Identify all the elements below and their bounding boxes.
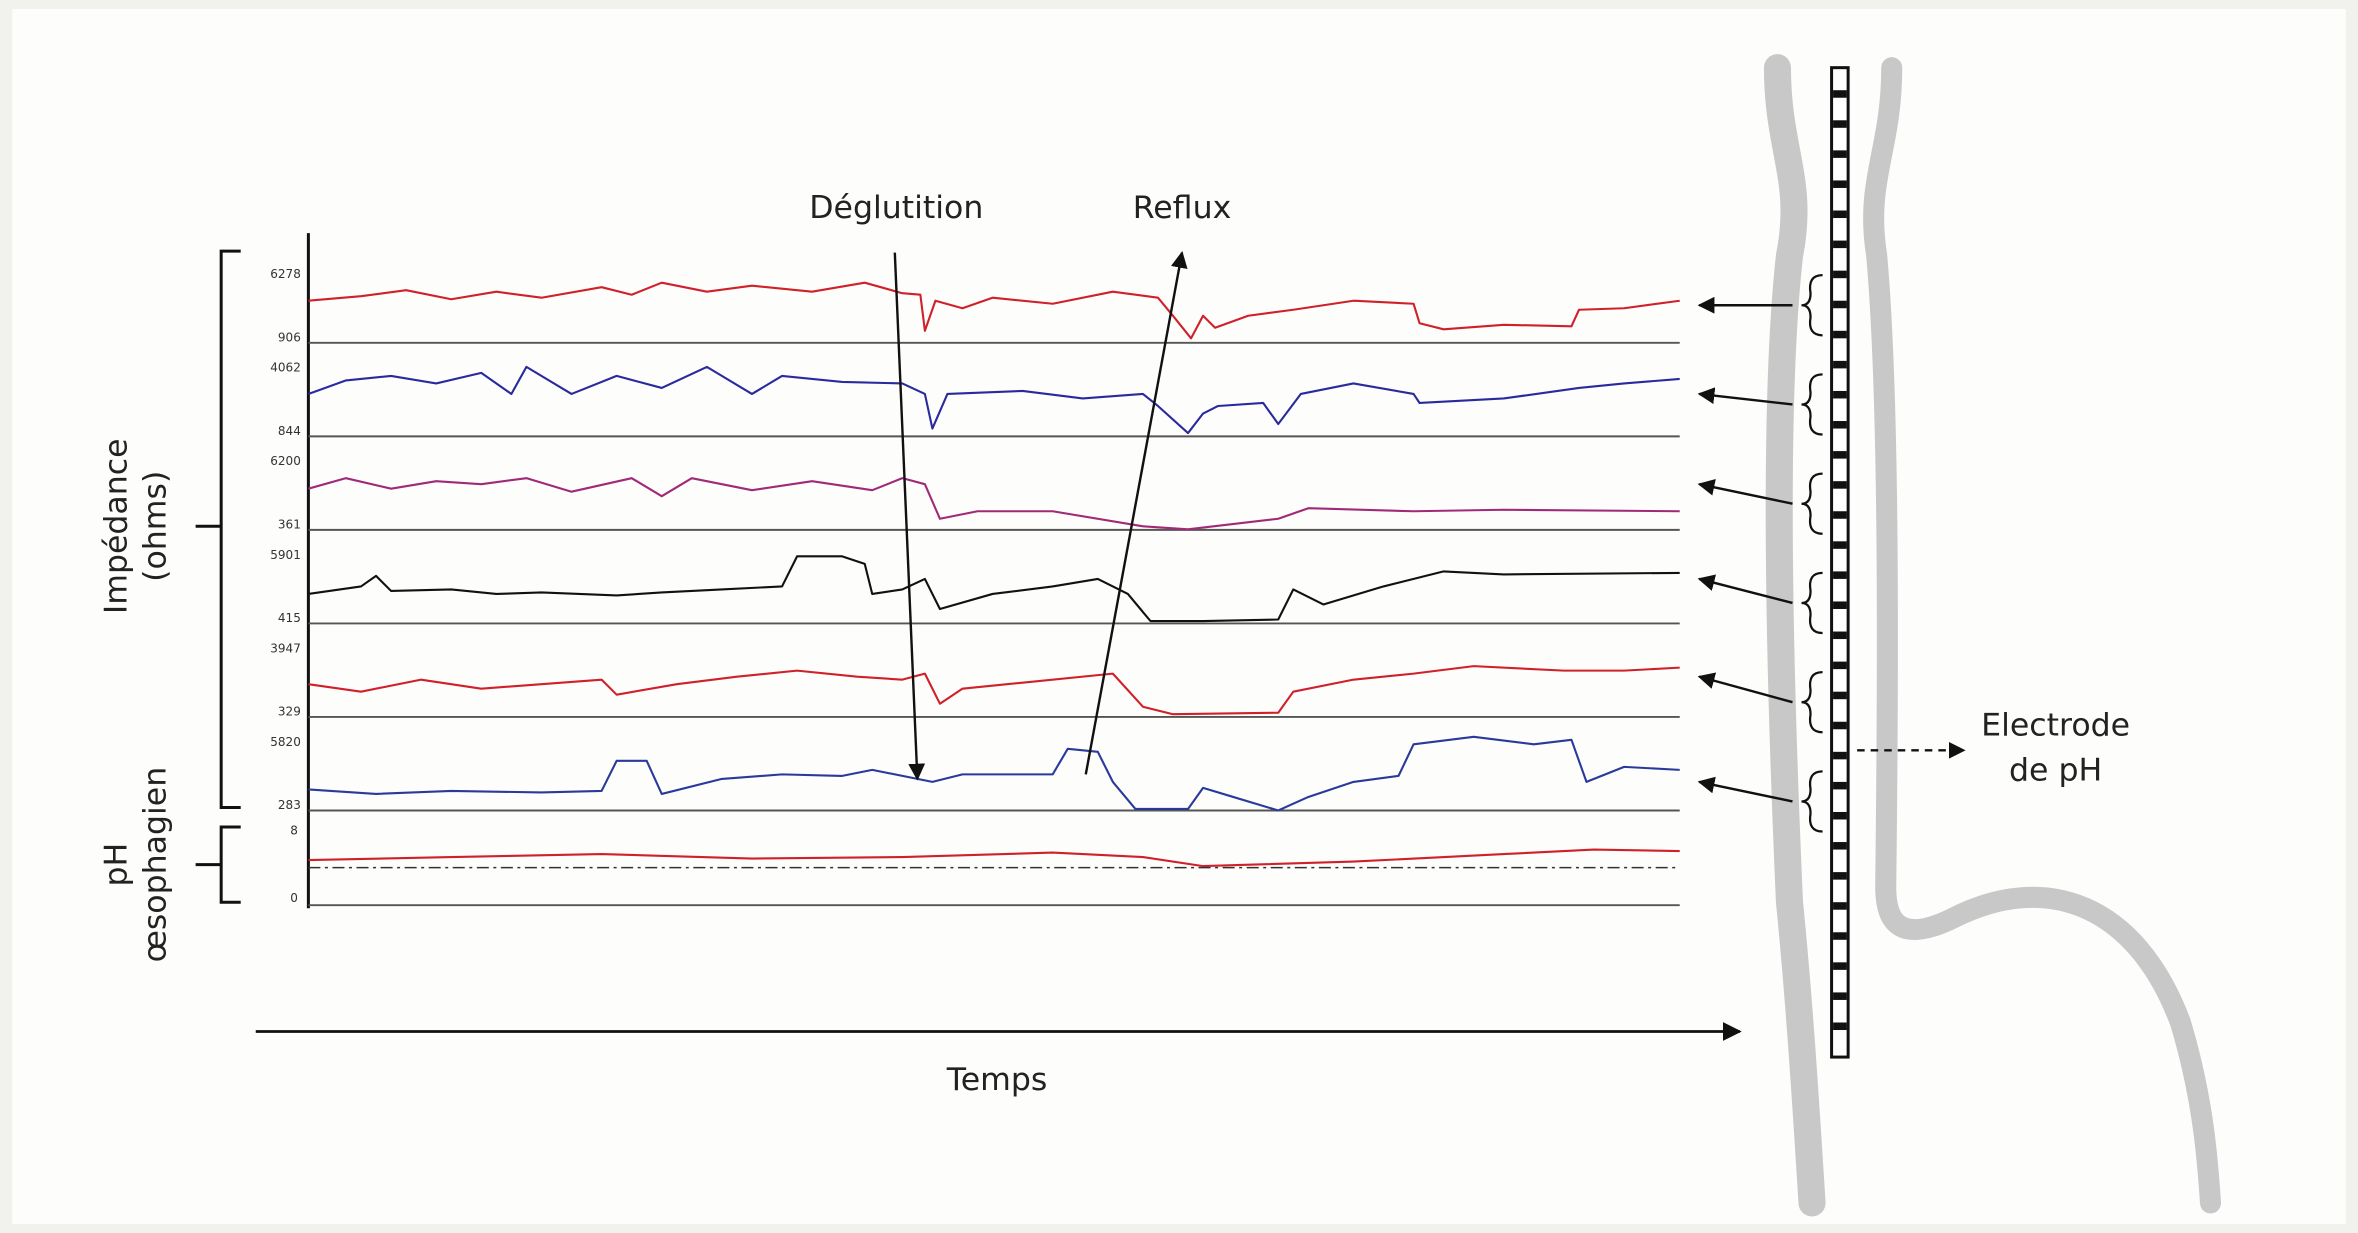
channel-arrow <box>1697 479 1793 505</box>
probe-ring <box>1833 631 1847 640</box>
probe-ring <box>1833 601 1847 609</box>
channel-max-label: 6278 <box>270 267 301 281</box>
reflux-arrow <box>1084 250 1188 775</box>
probe-ring <box>1833 811 1847 820</box>
probe-ring <box>1833 842 1847 850</box>
channel-min-label: 844 <box>278 424 301 438</box>
channel-min-label: 329 <box>278 704 301 718</box>
probe-ring <box>1833 872 1847 880</box>
ph-max-label: 8 <box>290 824 298 838</box>
probe <box>1830 66 1850 1059</box>
brace <box>1801 671 1823 734</box>
panel <box>12 9 2346 1224</box>
channel-min-label: 361 <box>278 517 301 531</box>
probe-ring <box>1833 330 1847 339</box>
electrode-label: Electrode <box>1981 707 2130 743</box>
probe-ring <box>1833 120 1847 128</box>
impedance-unit: (ohms) <box>138 471 174 582</box>
trace <box>308 665 1680 716</box>
ph-sub-label: œsophagien <box>138 767 174 963</box>
channel-arrows <box>1697 274 1823 833</box>
brace <box>1801 472 1823 535</box>
probe-ring <box>1833 150 1847 158</box>
channel-max-label: 6200 <box>270 454 301 468</box>
probe-ring <box>1833 691 1847 700</box>
probe-ring <box>1833 902 1847 910</box>
channel-arrow <box>1697 672 1793 704</box>
probe-ring <box>1833 270 1847 279</box>
deglutition-arrow <box>893 252 926 781</box>
probe-ring <box>1833 511 1847 519</box>
probe-rings <box>1833 90 1847 1031</box>
channel-max-label: 5901 <box>270 548 301 562</box>
brace <box>1801 274 1823 337</box>
probe-ring <box>1833 421 1847 429</box>
channel-max-label: 5820 <box>270 735 301 749</box>
probe-ring <box>1833 962 1847 970</box>
impedance-label: Impédance <box>98 438 134 614</box>
probe-ring <box>1833 721 1847 730</box>
channel-min-label: 415 <box>278 611 301 625</box>
electrode-sub-label: de pH <box>2009 752 2102 788</box>
probe-ring <box>1833 300 1847 309</box>
probe-ring <box>1833 240 1847 249</box>
trace <box>308 555 1680 623</box>
brace <box>1801 373 1823 436</box>
probe-ring <box>1833 481 1847 489</box>
brace <box>1801 770 1823 833</box>
traces <box>308 281 1680 869</box>
probe-ring <box>1833 541 1847 549</box>
trace <box>308 365 1680 435</box>
probe-ring <box>1833 932 1847 940</box>
probe-ring <box>1833 180 1847 188</box>
probe-ring <box>1833 451 1847 459</box>
trace <box>308 848 1680 868</box>
axes: 6278 906 4062 844 6200 361 5901 415 3947 329 5820 2… <box>270 233 1680 909</box>
deglutition-label: Déglutition <box>809 190 983 226</box>
impedance-bracket <box>195 249 241 904</box>
probe-ring <box>1833 992 1847 1000</box>
trace <box>308 281 1680 340</box>
channel-arrow <box>1697 574 1793 605</box>
probe-ring <box>1833 360 1847 369</box>
probe-ring <box>1833 781 1847 790</box>
trace <box>308 735 1680 812</box>
probe-ring <box>1833 90 1847 98</box>
trace <box>308 477 1680 531</box>
probe-ring <box>1833 751 1847 760</box>
channel-arrow <box>1697 387 1793 406</box>
brace <box>1801 571 1823 635</box>
channel-min-label: 283 <box>278 798 301 812</box>
channel-max-label: 4062 <box>270 361 301 375</box>
probe-ring <box>1833 661 1847 670</box>
probe-ring <box>1833 1022 1847 1031</box>
esophagus <box>1763 54 2222 1217</box>
time-label: Temps <box>946 1062 1048 1098</box>
channel-min-label: 906 <box>278 330 301 344</box>
probe-ring <box>1833 571 1847 579</box>
probe-ring <box>1833 210 1847 219</box>
channel-max-label: 3947 <box>270 641 301 655</box>
channel-arrow <box>1697 776 1793 803</box>
ph-label: pH <box>98 843 134 887</box>
reflux-label: Reflux <box>1133 190 1232 226</box>
probe-ring <box>1833 390 1847 399</box>
ph-min-label: 0 <box>290 891 298 905</box>
